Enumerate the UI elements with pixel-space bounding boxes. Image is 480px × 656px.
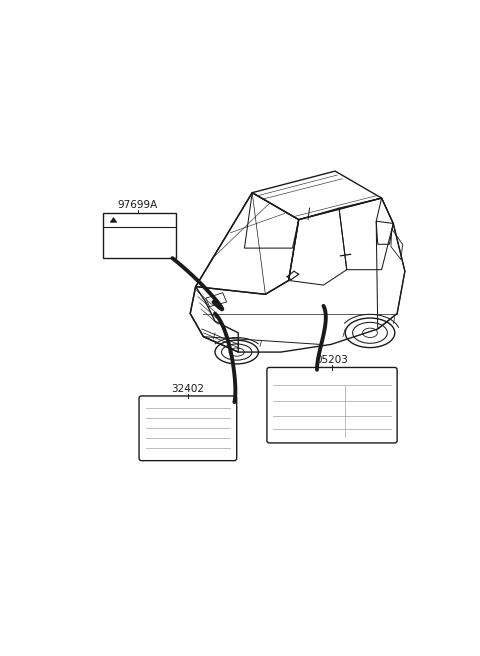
Bar xyxy=(103,213,176,258)
Text: 32402: 32402 xyxy=(171,384,204,394)
Text: 05203: 05203 xyxy=(315,355,348,365)
Text: 97699A: 97699A xyxy=(118,199,158,210)
FancyBboxPatch shape xyxy=(267,367,397,443)
Polygon shape xyxy=(110,218,117,222)
FancyBboxPatch shape xyxy=(139,396,237,461)
